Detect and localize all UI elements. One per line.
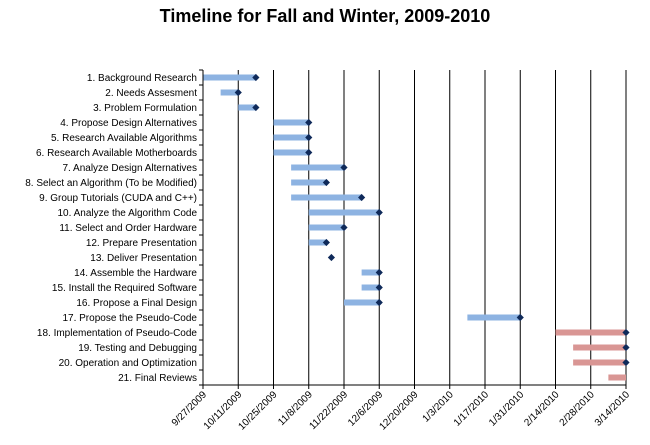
task-label-20: 20. Operation and Optimization: [59, 358, 197, 369]
x-tick-label-6: 12/20/2009: [377, 389, 420, 432]
task-bar-19: [573, 344, 626, 351]
x-tick-label-10: 2/14/2010: [522, 389, 562, 429]
milestone-marker-15: [375, 283, 383, 292]
chart-title: Timeline for Fall and Winter, 2009-2010: [159, 6, 491, 26]
task-bar-1: [203, 74, 256, 81]
task-bar-6: [273, 149, 309, 156]
task-label-2: 2. Needs Assesment: [105, 88, 197, 99]
task-bar-7: [291, 164, 344, 171]
task-bar-4: [273, 119, 309, 126]
task-bar-18: [555, 329, 626, 336]
task-bar-14: [361, 269, 380, 276]
milestone-marker-7: [340, 163, 348, 172]
task-label-5: 5. Research Available Algorithms: [51, 133, 197, 144]
milestone-marker-8: [322, 178, 330, 187]
milestone-marker-5: [305, 133, 313, 142]
milestone-marker-17: [516, 313, 524, 322]
milestone-marker-12: [322, 238, 330, 247]
task-label-15: 15. Install the Required Software: [52, 283, 198, 294]
milestone-marker-9: [358, 193, 366, 202]
task-bar-10: [308, 209, 380, 216]
task-label-4: 4. Propose Design Alternatives: [60, 118, 197, 129]
task-bar-2: [220, 89, 239, 96]
task-bar-20: [573, 359, 626, 366]
task-label-3: 3. Problem Formulation: [93, 103, 197, 114]
milestone-marker-2: [234, 88, 242, 97]
task-label-1: 1. Background Research: [87, 73, 197, 84]
x-tick-label-8: 1/17/2010: [452, 389, 492, 429]
task-label-17: 17. Propose the Pseudo-Code: [62, 313, 197, 324]
task-bar-16: [344, 299, 380, 306]
task-bar-11: [308, 224, 344, 231]
x-tick-label-2: 10/25/2009: [236, 389, 279, 432]
x-tick-label-9: 1/31/2010: [487, 389, 527, 429]
task-bar-15: [361, 284, 380, 291]
x-tick-label-7: 1/3/2010: [421, 389, 457, 425]
milestone-marker-19: [622, 343, 630, 352]
task-bar-5: [273, 134, 309, 141]
milestone-marker-11: [340, 223, 348, 232]
task-label-19: 19. Testing and Debugging: [78, 343, 197, 354]
milestone-marker-10: [375, 208, 383, 217]
task-label-8: 8. Select an Algorithm (To be Modified): [25, 178, 197, 189]
task-label-21: 21. Final Reviews: [118, 373, 197, 384]
task-label-7: 7. Analyze Design Alternatives: [62, 163, 197, 174]
task-bar-17: [467, 314, 521, 321]
task-bar-9: [291, 194, 362, 201]
task-labels: 1. Background Research 2. Needs Assesment…: [25, 73, 197, 384]
task-bar-3: [238, 104, 256, 111]
x-tick-label-12: 3/14/2010: [593, 389, 633, 429]
task-label-6: 6. Research Available Motherboards: [36, 148, 197, 159]
task-label-14: 14. Assemble the Hardware: [74, 268, 197, 279]
milestone-marker-6: [305, 148, 313, 157]
x-tick-label-11: 2/28/2010: [558, 389, 598, 429]
milestone-marker-13: [327, 253, 336, 262]
task-label-10: 10. Analyze the Algorithm Code: [57, 208, 197, 219]
task-label-13: 13. Deliver Presentation: [90, 253, 197, 264]
milestone-marker-4: [305, 118, 313, 127]
milestone-marker-18: [622, 328, 630, 337]
milestone-marker-14: [375, 268, 383, 277]
milestone-marker-16: [375, 298, 383, 307]
x-axis-ticks: 9/27/200910/11/200910/25/200911/8/200911…: [170, 69, 633, 433]
milestone-marker-1: [252, 73, 260, 82]
task-bars: [203, 73, 630, 381]
milestone-marker-20: [622, 358, 630, 367]
milestone-marker-3: [252, 103, 260, 112]
task-label-16: 16. Propose a Final Design: [76, 298, 197, 309]
task-label-11: 11. Select and Order Hardware: [59, 223, 197, 234]
task-label-9: 9. Group Tutorials (CUDA and C++): [39, 193, 197, 204]
task-label-18: 18. Implementation of Pseudo-Code: [37, 328, 198, 339]
task-bar-12: [308, 239, 327, 246]
task-label-12: 12. Prepare Presentation: [86, 238, 197, 249]
gridlines: [202, 70, 627, 385]
task-bar-8: [291, 179, 327, 186]
task-bar-21: [608, 374, 626, 381]
x-tick-label-4: 11/22/2009: [307, 389, 350, 432]
